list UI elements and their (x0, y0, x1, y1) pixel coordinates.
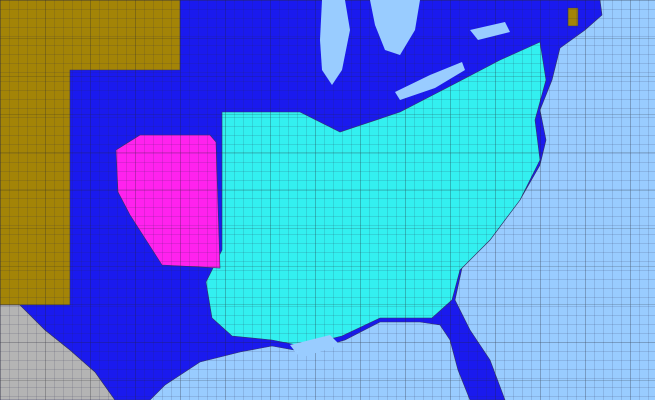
lake-huron (370, 0, 420, 55)
gulf-coast-bays (290, 335, 340, 358)
lake-michigan (320, 0, 350, 85)
lake-erie (395, 62, 465, 100)
lake-ontario (470, 22, 510, 40)
